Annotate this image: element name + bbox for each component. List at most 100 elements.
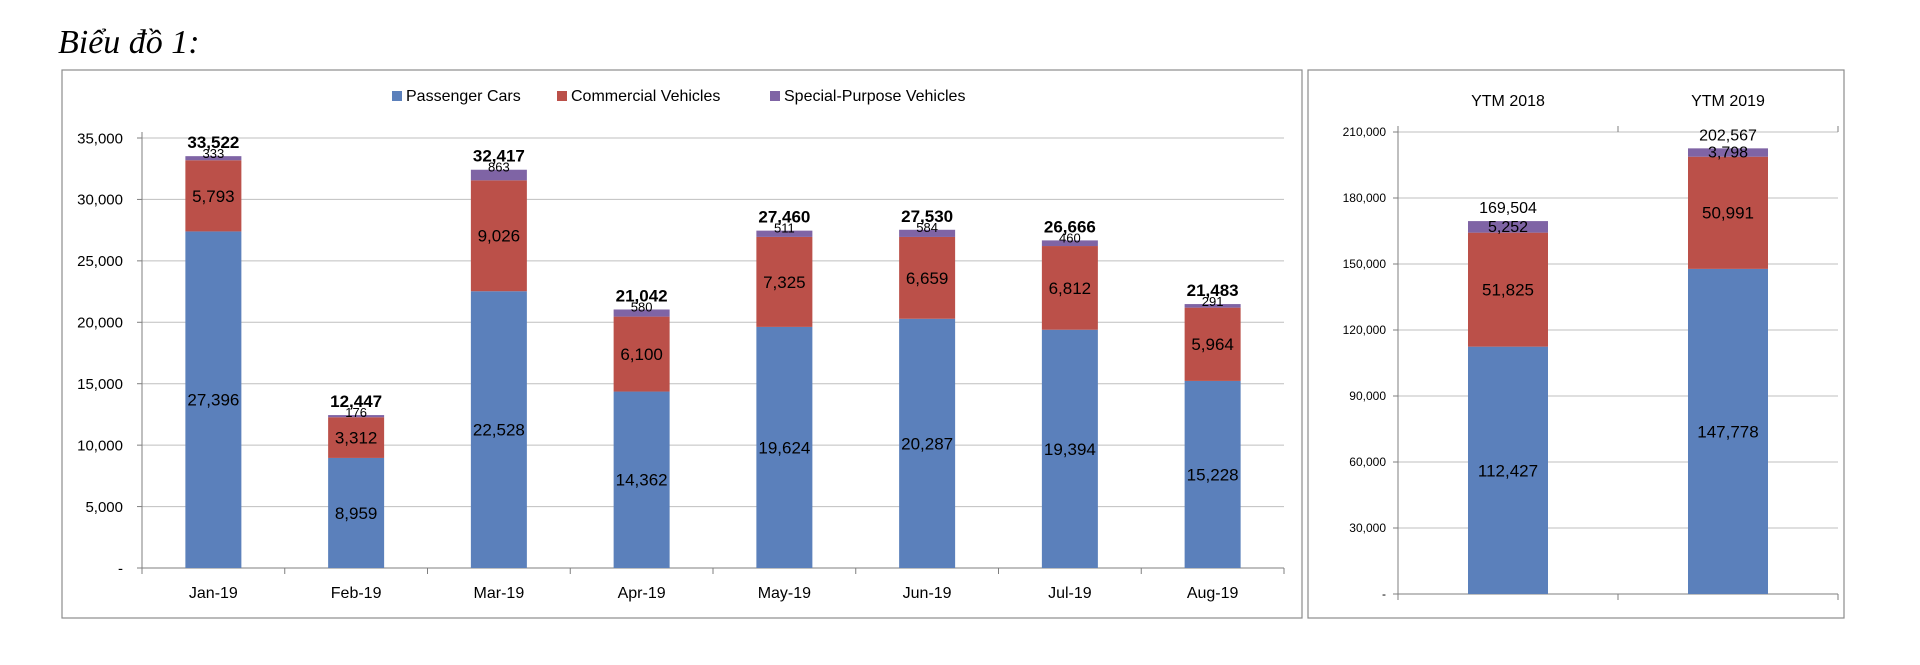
- bar-segment-special-purpose-vehicles: [756, 230, 813, 237]
- bar-segment-passenger-cars: [470, 291, 527, 568]
- bar-segment-passenger-cars: [1468, 346, 1548, 594]
- figure-title: Biểu đồ 1:: [58, 24, 200, 61]
- bar-segment-commercial-vehicles: [1468, 232, 1548, 347]
- bar-segment-commercial-vehicles: [1184, 307, 1241, 381]
- total-label: 21,483: [1187, 281, 1239, 300]
- data-label: 50,991: [1702, 204, 1754, 223]
- bar-segment-special-purpose-vehicles: [328, 415, 385, 418]
- data-label: 584: [916, 220, 938, 235]
- x-tick-label: Jun-19: [903, 585, 952, 602]
- legend-swatch: [557, 91, 567, 101]
- bar-segment-special-purpose-vehicles: [1184, 304, 1241, 308]
- y-tick-label: 180,000: [1343, 191, 1387, 205]
- total-label: 27,460: [758, 208, 810, 227]
- total-label: 202,567: [1699, 127, 1757, 144]
- bar-segment-passenger-cars: [328, 457, 385, 568]
- bar-segment-commercial-vehicles: [1041, 246, 1098, 330]
- legend-label: Passenger Cars: [406, 88, 521, 105]
- y-tick-label: 20,000: [77, 315, 123, 332]
- x-tick-label: Aug-19: [1187, 585, 1239, 602]
- bar-segment-passenger-cars: [185, 231, 242, 568]
- y-tick-label: 25,000: [77, 253, 123, 270]
- data-label: 863: [488, 160, 510, 175]
- data-label: 147,778: [1697, 422, 1758, 441]
- data-label: 8,959: [335, 504, 378, 523]
- y-tick-label: -: [1382, 587, 1386, 601]
- bar-segment-commercial-vehicles: [756, 236, 813, 327]
- y-tick-label: 10,000: [77, 437, 123, 454]
- y-tick-label: 210,000: [1343, 125, 1387, 139]
- data-label: 6,812: [1049, 279, 1092, 298]
- bar-segment-passenger-cars: [899, 318, 956, 568]
- bar-segment-passenger-cars: [613, 391, 670, 568]
- data-label: 5,252: [1488, 219, 1528, 236]
- total-label: 26,666: [1044, 217, 1096, 236]
- x-tick-label: May-19: [758, 585, 811, 602]
- x-tick-label: Mar-19: [474, 585, 525, 602]
- data-label: 5,964: [1191, 335, 1234, 354]
- total-label: 27,530: [901, 207, 953, 226]
- data-label: 19,624: [758, 438, 810, 457]
- data-label: 6,659: [906, 269, 949, 288]
- bar-segment-commercial-vehicles: [470, 180, 527, 292]
- bar-segment-passenger-cars: [1688, 268, 1768, 594]
- total-label: 32,417: [473, 147, 525, 166]
- data-label: 20,287: [901, 434, 953, 453]
- bar-segment-special-purpose-vehicles: [1468, 221, 1548, 233]
- bar-segment-passenger-cars: [1041, 329, 1098, 568]
- y-tick-label: 90,000: [1349, 389, 1386, 403]
- legend-swatch: [770, 91, 780, 101]
- data-label: 6,100: [620, 345, 663, 364]
- x-tick-label: Apr-19: [618, 585, 666, 602]
- y-tick-label: 60,000: [1349, 455, 1386, 469]
- bar-segment-special-purpose-vehicles: [899, 229, 956, 237]
- data-label: 333: [203, 146, 225, 161]
- x-tick-label: Jan-19: [189, 585, 238, 602]
- bar-segment-passenger-cars: [756, 326, 813, 568]
- bar-segment-special-purpose-vehicles: [1688, 148, 1768, 157]
- bar-segment-passenger-cars: [1184, 380, 1241, 568]
- data-label: 291: [1202, 294, 1224, 309]
- data-label: 7,325: [763, 273, 806, 292]
- y-tick-label: 30,000: [77, 192, 123, 209]
- x-tick-label: YTM 2018: [1471, 93, 1545, 110]
- data-label: 27,396: [187, 391, 239, 410]
- legend-swatch: [392, 91, 402, 101]
- y-tick-label: 120,000: [1343, 323, 1387, 337]
- data-label: 51,825: [1482, 281, 1534, 300]
- bar-segment-special-purpose-vehicles: [470, 169, 527, 181]
- legend-label: Special-Purpose Vehicles: [784, 88, 965, 105]
- bar-segment-commercial-vehicles: [613, 316, 670, 392]
- x-tick-label: Jul-19: [1048, 585, 1092, 602]
- chart-frame: [61, 69, 1303, 619]
- legend-label: Commercial Vehicles: [571, 88, 720, 105]
- data-label: 14,362: [616, 471, 668, 490]
- y-tick-label: 30,000: [1349, 521, 1386, 535]
- y-tick-label: 35,000: [77, 130, 123, 147]
- total-label: 33,522: [187, 133, 239, 152]
- data-label: 9,026: [478, 227, 521, 246]
- data-label: 3,798: [1708, 145, 1748, 162]
- bar-segment-special-purpose-vehicles: [613, 309, 670, 317]
- y-tick-label: 15,000: [77, 376, 123, 393]
- data-label: 15,228: [1187, 465, 1239, 484]
- data-label: 5,793: [192, 187, 235, 206]
- total-label: 169,504: [1479, 200, 1537, 217]
- x-tick-label: Feb-19: [331, 585, 382, 602]
- chart-frame: [1307, 69, 1845, 619]
- bar-segment-special-purpose-vehicles: [1041, 240, 1098, 247]
- y-tick-label: 5,000: [85, 499, 123, 516]
- x-tick-label: YTM 2019: [1691, 93, 1765, 110]
- data-label: 22,528: [473, 421, 525, 440]
- total-label: 12,447: [330, 392, 382, 411]
- total-label: 21,042: [616, 286, 668, 305]
- data-label: 580: [631, 299, 653, 314]
- y-tick-label: -: [118, 560, 123, 577]
- data-label: 112,427: [1478, 461, 1538, 480]
- bar-segment-commercial-vehicles: [899, 236, 956, 319]
- y-tick-label: 150,000: [1343, 257, 1387, 271]
- bar-segment-special-purpose-vehicles: [185, 156, 242, 161]
- data-label: 3,312: [335, 429, 378, 448]
- data-label: 460: [1059, 230, 1081, 245]
